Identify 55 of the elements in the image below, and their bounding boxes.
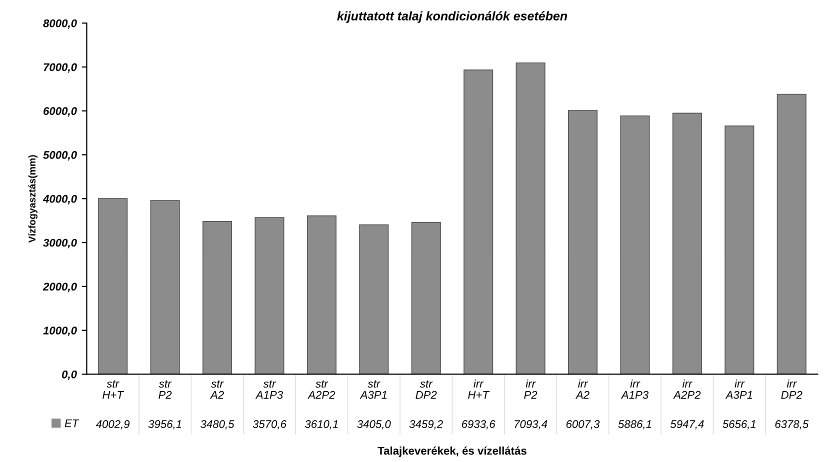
data-label: 3459,2 [409, 420, 443, 430]
x-tick-label: str A3P1 [360, 380, 387, 399]
data-label: 7093,4 [514, 420, 548, 430]
y-tick-label: 8000,0 [43, 19, 77, 29]
bar [516, 62, 546, 374]
x-tick-label: str DP2 [416, 380, 437, 399]
bar [724, 126, 754, 374]
bar [254, 217, 284, 374]
x-tick-label: irr P2 [524, 379, 538, 399]
x-tick-label: str P2 [158, 380, 172, 399]
data-label: 3570,6 [252, 420, 286, 430]
bar [150, 200, 180, 374]
y-tick-label: 2000,0 [42, 282, 77, 292]
data-label: 5886,1 [618, 420, 652, 430]
data-label: 6933,6 [462, 420, 496, 430]
x-tick-label: irr A1P3 [620, 379, 648, 399]
y-tick-label: 3000,0 [43, 238, 77, 248]
bar [672, 112, 702, 374]
x-tick-label: str H+T [102, 380, 124, 399]
data-label: 3956,1 [148, 420, 182, 430]
y-tick-label: 1000,0 [43, 326, 77, 336]
x-tick-label: irr A2 [575, 379, 590, 399]
legend-label: ET [64, 419, 80, 428]
x-axis-title: Talajkeverékek, és vízellátás [378, 446, 526, 457]
y-tick-label: 0,0 [62, 370, 77, 380]
y-axis-title: Vízfogyasztás(mm) [28, 155, 38, 243]
data-label: 6378,5 [775, 420, 809, 430]
bar [359, 224, 389, 374]
data-label: 3405,0 [357, 420, 391, 430]
y-tick-label: 7000,0 [44, 63, 77, 73]
bar [620, 115, 650, 374]
bar [306, 215, 336, 374]
y-tick-label: 5000,0 [43, 151, 77, 161]
y-tick-label: 4000,0 [42, 194, 77, 204]
bar [98, 198, 128, 374]
bar [776, 94, 806, 374]
data-label: 4002,9 [96, 420, 130, 430]
bar [568, 110, 598, 374]
data-label: 5947,4 [670, 420, 704, 430]
x-tick-label: irr DP2 [781, 379, 802, 399]
bar [464, 69, 494, 374]
chart-title: kijuttatott talaj kondicionálók esetében [337, 11, 568, 23]
y-tick-label: 6000,0 [44, 107, 77, 117]
data-label: 3480,5 [200, 420, 234, 430]
x-tick-label: str A2P2 [308, 380, 336, 399]
data-label: 6007,3 [566, 420, 600, 430]
x-tick-label: str A1P3 [255, 380, 283, 399]
x-tick-label: irr A3P1 [725, 379, 752, 399]
data-label: 3610,1 [304, 420, 338, 430]
data-label: 5656,1 [722, 420, 756, 430]
bar [411, 222, 441, 374]
x-tick-label: str A2 [210, 380, 224, 399]
x-tick-label: irr H+T [468, 379, 490, 399]
x-tick-label: irr A2P2 [673, 379, 701, 399]
bar [202, 221, 232, 374]
